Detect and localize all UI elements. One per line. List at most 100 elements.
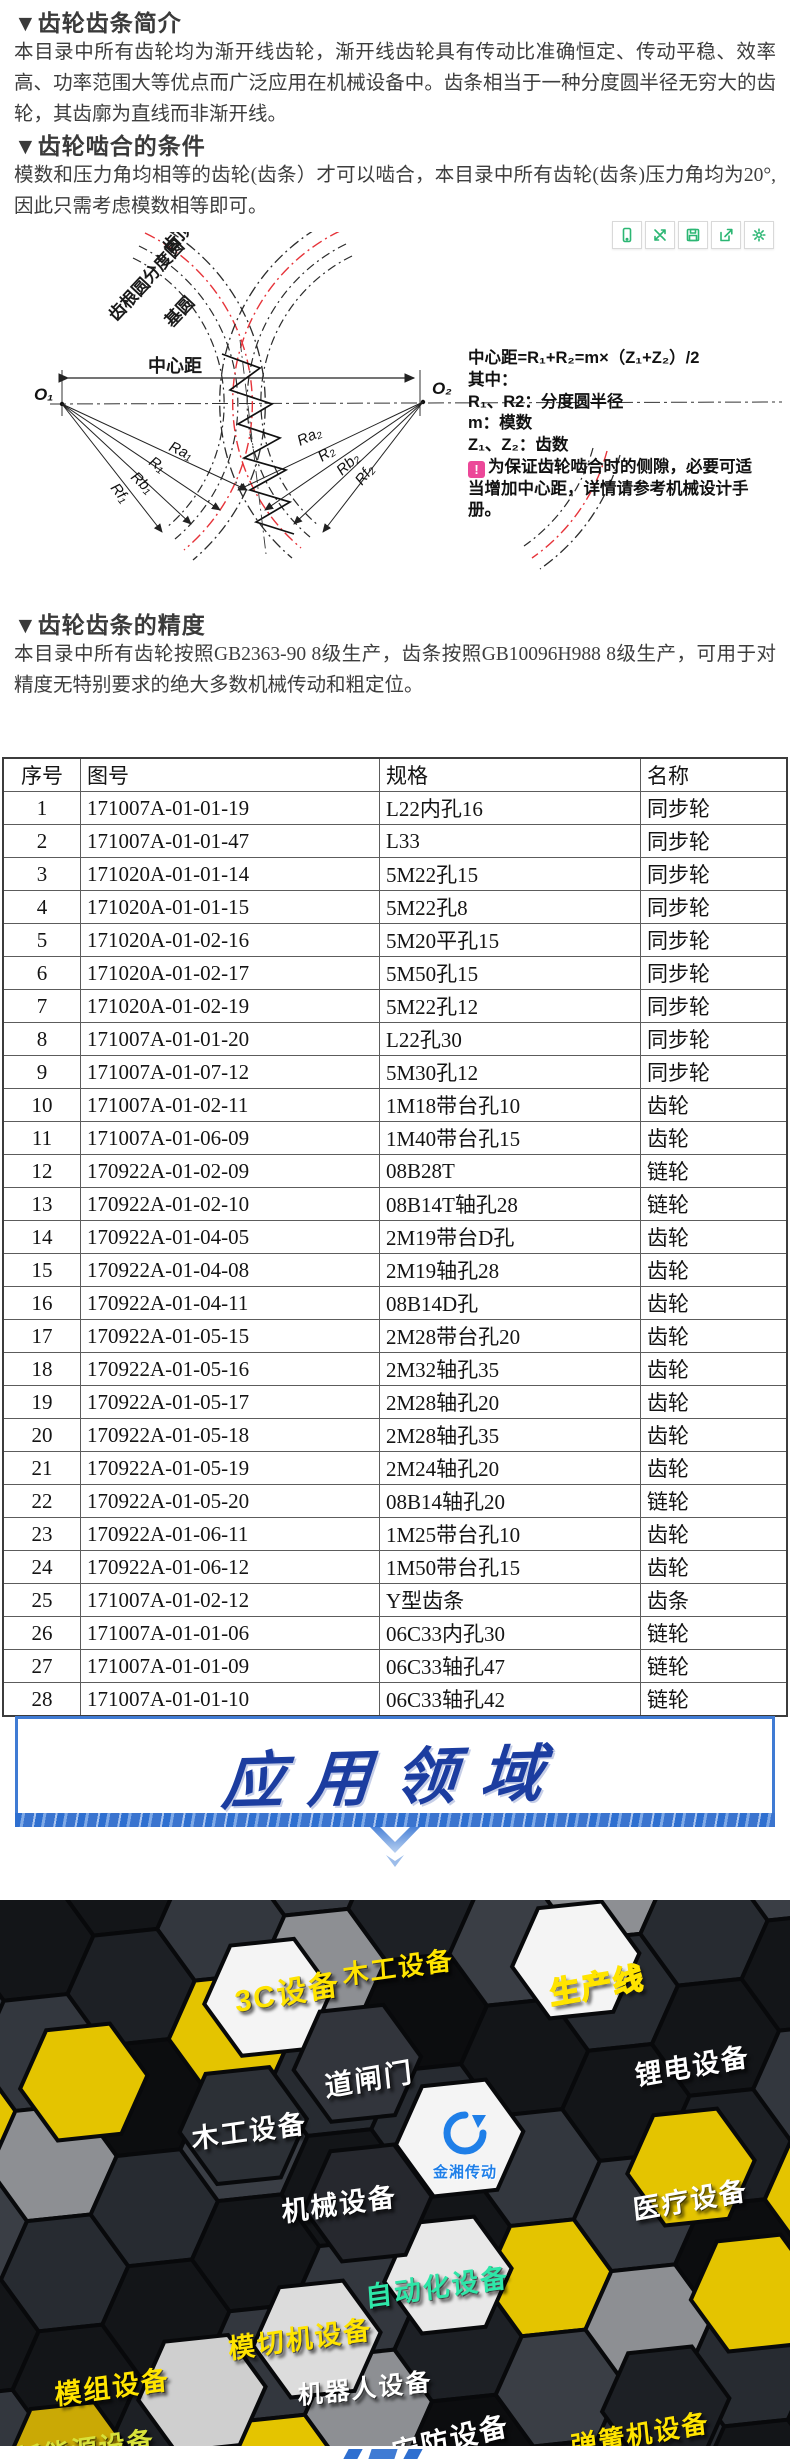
hex-tile: [201, 1936, 334, 2058]
cell-drawing-no: 170922A-01-05-18: [80, 1418, 380, 1452]
hex-tile: [599, 2344, 732, 2446]
cell-drawing-no: 170922A-01-04-08: [80, 1253, 380, 1287]
cell-index: 18: [2, 1352, 81, 1386]
cell-drawing-no: 171020A-01-02-17: [80, 956, 380, 990]
table-row: 20 170922A-01-05-18 2M28轴孔35 齿轮: [2, 1418, 788, 1452]
formula-line: R₁、R2：分度圆半径: [468, 392, 624, 411]
application-fields-image: 金湘传动 3C设备 木工设备 生产线 锂电设备 道闸门 木工设备 机械设备 医疗设备 自动化设备…: [0, 1900, 790, 2446]
cell-name: 齿轮: [640, 1418, 788, 1452]
cell-index: 4: [2, 890, 81, 924]
header-drawing: 图号: [80, 757, 380, 792]
table-row: 19 170922A-01-05-17 2M28轴孔20 齿轮: [2, 1385, 788, 1419]
cell-spec: 06C33轴孔42: [379, 1682, 641, 1717]
center-distance-label: 中心距: [148, 355, 202, 376]
table-row: 24 170922A-01-06-12 1M50带台孔15 齿轮: [2, 1550, 788, 1584]
application-banner-title: 应用领域: [219, 1740, 570, 1818]
formula-line: 其中：: [468, 370, 518, 389]
precision-title: ▼齿轮齿条的精度: [14, 612, 206, 638]
cell-index: 13: [2, 1187, 81, 1221]
hex-tile: [695, 2417, 790, 2446]
table-row: 3 171020A-01-01-14 5M22孔15 同步轮: [2, 857, 788, 891]
cell-index: 15: [2, 1253, 81, 1287]
cell-spec: 2M28轴孔35: [379, 1418, 641, 1452]
radius-rf1-label: Rf₁: [107, 480, 133, 506]
table-row: 11 171007A-01-06-09 1M40带台孔15 齿轮: [2, 1121, 788, 1155]
cell-name: 齿轮: [640, 1352, 788, 1386]
cell-name: 链轮: [640, 1682, 788, 1717]
cell-drawing-no: 171007A-01-01-20: [80, 1022, 380, 1056]
gear-mesh-diagram: 中心距 齿顶圆 分度圆 齿根圆 基圆 O₁ O₂ Ra₁ R₁ Rb: [34, 232, 783, 570]
hex-tile: [625, 2106, 757, 2228]
table-row: 6 171020A-01-02-17 5M50孔15 同步轮: [2, 956, 788, 990]
table-row: 8 171007A-01-01-20 L22孔30 同步轮: [2, 1022, 788, 1056]
cell-spec: 08B14D孔: [379, 1286, 641, 1320]
table-row: 5 171020A-01-02-16 5M20平孔15 同步轮: [2, 923, 788, 957]
cell-drawing-no: 171020A-01-02-16: [80, 923, 380, 957]
peek-mark: [368, 2449, 398, 2459]
cell-index: 11: [2, 1121, 81, 1155]
cell-drawing-no: 171007A-01-07-12: [80, 1055, 380, 1089]
cell-spec: 2M24轴孔20: [379, 1451, 641, 1485]
hex-tile: [688, 2232, 790, 2354]
fullscreen-icon[interactable]: [645, 221, 675, 249]
root-circle-label: 齿根圆: [104, 274, 153, 325]
parts-table: 序号 图号 规格 名称 1 171007A-01-01-19 L22内孔16 同步轮 2…: [2, 757, 788, 1717]
cell-name: 链轮: [640, 1616, 788, 1650]
table-row: 25 171007A-01-02-12 Y型齿条 齿条: [2, 1583, 788, 1617]
cell-index: 26: [2, 1616, 81, 1650]
cell-name: 链轮: [640, 1187, 788, 1221]
phone-icon[interactable]: [612, 221, 642, 249]
cell-spec: 2M28带台孔20: [379, 1319, 641, 1353]
cell-spec: 5M22孔15: [379, 857, 641, 891]
cell-spec: 5M22孔8: [379, 890, 641, 924]
table-row: 22 170922A-01-05-20 08B14轴孔20 链轮: [2, 1484, 788, 1518]
cell-spec: 08B14T轴孔28: [379, 1187, 641, 1221]
table-row: 17 170922A-01-05-15 2M28带台孔20 齿轮: [2, 1319, 788, 1353]
cell-index: 12: [2, 1154, 81, 1188]
cell-drawing-no: 170922A-01-04-05: [80, 1220, 380, 1254]
formula-note: 为保证齿轮啮合时的侧隙，必要可适当增加中心距，详情请参考机械设计手册。: [468, 457, 752, 520]
table-row: 18 170922A-01-05-16 2M32轴孔35 齿轮: [2, 1352, 788, 1386]
cell-drawing-no: 170922A-01-02-09: [80, 1154, 380, 1188]
hex-tile: [302, 2142, 434, 2264]
brand-logo: 金湘传动: [425, 2110, 505, 2182]
share-icon[interactable]: [711, 221, 741, 249]
hex-tile: [250, 2278, 383, 2400]
cell-spec: 1M18带台孔10: [379, 1088, 641, 1122]
hex-tile: [177, 2065, 310, 2187]
table-row: 28 171007A-01-01-10 06C33轴孔42 链轮: [2, 1682, 788, 1717]
cell-name: 齿条: [640, 1583, 788, 1617]
hex-tile: [403, 2392, 536, 2446]
cell-drawing-no: 171007A-01-01-47: [80, 824, 380, 858]
cell-spec: 08B14轴孔20: [379, 1484, 641, 1518]
cell-index: 25: [2, 1583, 81, 1617]
hex-tile: [136, 2332, 268, 2446]
table-row: 9 171007A-01-07-12 5M30孔12 同步轮: [2, 1055, 788, 1089]
cell-index: 3: [2, 857, 81, 891]
cell-drawing-no: 171007A-01-02-11: [80, 1088, 380, 1122]
cell-name: 同步轮: [640, 1055, 788, 1089]
page-toolbar: [612, 221, 774, 249]
save-icon[interactable]: [678, 221, 708, 249]
cell-index: 20: [2, 1418, 81, 1452]
cell-index: 21: [2, 1451, 81, 1485]
center-o2-label: O₂: [432, 379, 452, 398]
cell-index: 16: [2, 1286, 81, 1320]
cell-index: 28: [2, 1682, 81, 1717]
cell-drawing-no: 170922A-01-05-20: [80, 1484, 380, 1518]
table-row: 2 171007A-01-01-47 L33 同步轮: [2, 824, 788, 858]
cell-name: 齿轮: [640, 1385, 788, 1419]
table-row: 23 170922A-01-06-11 1M25带台孔10 齿轮: [2, 1517, 788, 1551]
cell-spec: 5M50孔15: [379, 956, 641, 990]
parts-table-body: 1 171007A-01-01-19 L22内孔16 同步轮 2 171007A-01-0…: [2, 791, 788, 1717]
settings-icon[interactable]: [744, 221, 774, 249]
hex-tile: [750, 2021, 790, 2143]
cell-name: 齿轮: [640, 1088, 788, 1122]
exclamation-icon: !: [468, 460, 485, 478]
hex-tile: [2, 2400, 135, 2446]
cell-name: 齿轮: [640, 1121, 788, 1155]
cell-drawing-no: 171007A-01-01-19: [80, 791, 380, 825]
cell-drawing-no: 171007A-01-06-09: [80, 1121, 380, 1155]
table-row: 21 170922A-01-05-19 2M24轴孔20 齿轮: [2, 1451, 788, 1485]
